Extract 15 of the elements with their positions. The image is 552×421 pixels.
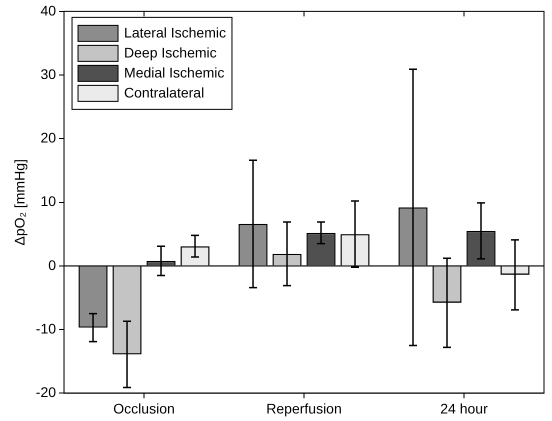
- legend-label: Lateral Ischemic: [124, 24, 226, 40]
- x-tick-label: Occlusion: [113, 400, 175, 416]
- y-tick-label: -20: [36, 384, 56, 400]
- y-tick-label: -10: [36, 320, 56, 336]
- y-axis-title: ΔpO₂ [mmHg]: [11, 159, 28, 246]
- y-tick-label: 30: [40, 66, 56, 82]
- x-tick-label: 24 hour: [440, 400, 488, 416]
- legend-label: Contralateral: [124, 84, 204, 100]
- legend-label: Medial Ischemic: [124, 64, 224, 80]
- y-tick-label: 0: [48, 256, 56, 273]
- x-tick-label: Reperfusion: [266, 400, 342, 416]
- y-tick-label: 10: [40, 193, 56, 210]
- y-tick-label: 40: [40, 2, 56, 18]
- y-tick-label: 20: [40, 130, 56, 146]
- legend-label: Deep Ischemic: [124, 44, 217, 60]
